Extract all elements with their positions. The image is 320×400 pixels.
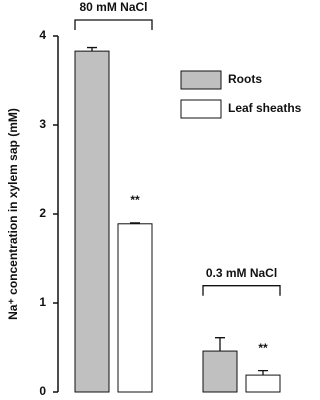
error-bar <box>87 46 97 52</box>
significance-label: ** <box>258 341 268 355</box>
legend-swatch <box>180 70 222 90</box>
y-tick-label: 2 <box>39 206 46 220</box>
chart: Na⁺ concentration in xylem sap (mM) 0 1 2 3… <box>6 0 302 398</box>
bar <box>245 374 281 393</box>
error-bar <box>258 369 268 376</box>
group-bracket <box>74 19 153 30</box>
legend-swatch <box>180 99 222 119</box>
legend-label: Leaf sheaths <box>228 101 302 115</box>
error-bar <box>215 337 225 352</box>
y-tick-label: 4 <box>39 28 46 42</box>
group-label: 0.3 mM NaCl <box>206 266 277 280</box>
y-tick-label: 3 <box>39 117 46 131</box>
bar <box>74 50 110 393</box>
group-label: 80 mM NaCl <box>79 0 147 14</box>
group-bracket <box>202 285 281 296</box>
bar <box>117 223 153 393</box>
y-axis-label: Na⁺ concentration in xylem sap (mM) <box>6 108 20 320</box>
significance-label: ** <box>130 193 140 207</box>
bar <box>202 350 238 393</box>
legend-label: Roots <box>228 72 262 86</box>
y-tick-label: 0 <box>39 384 46 398</box>
error-bar <box>130 222 140 224</box>
y-tick-label: 1 <box>39 295 46 309</box>
